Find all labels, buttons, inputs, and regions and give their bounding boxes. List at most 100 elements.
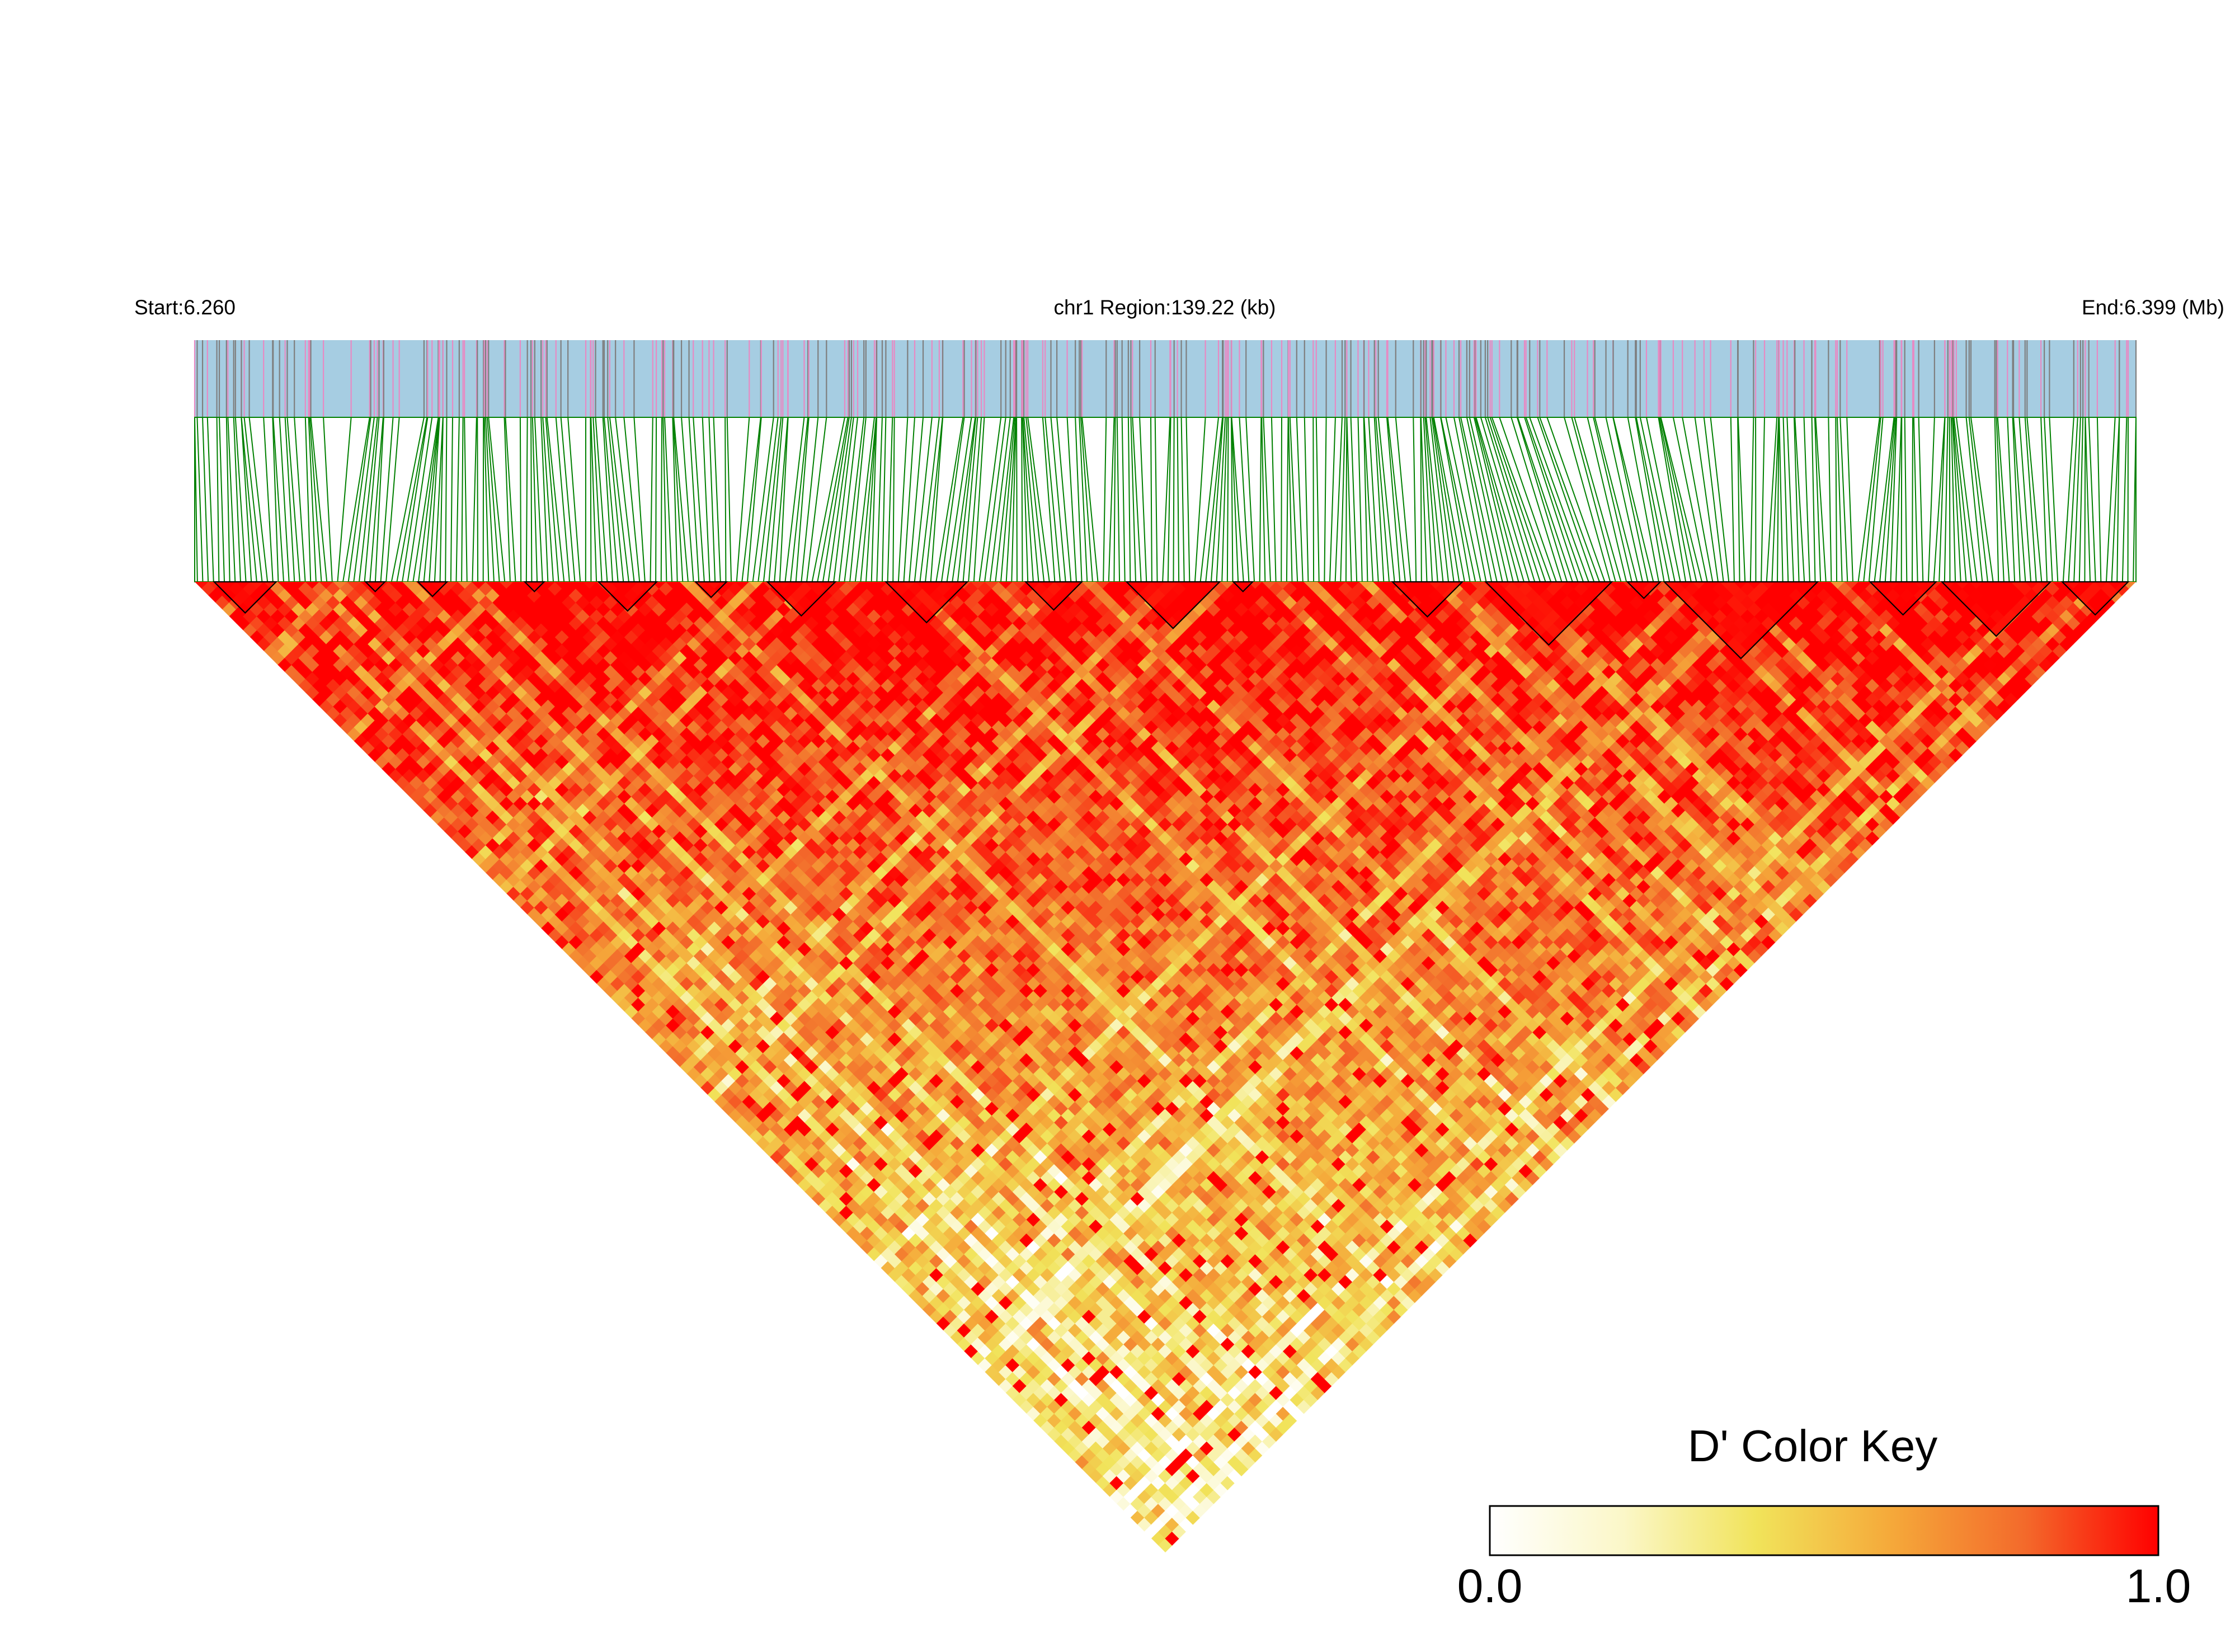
snp-connector	[1594, 417, 1638, 582]
snp-connector	[1682, 417, 1714, 582]
ld-cell	[1033, 1399, 1048, 1414]
snp-connector	[822, 417, 850, 582]
snp-connector	[1782, 417, 1789, 582]
snp-connector	[746, 417, 762, 582]
snp-connector	[609, 417, 629, 582]
snp-connector-lines	[194, 417, 2137, 582]
snp-connector	[461, 417, 464, 582]
snp-connector	[833, 417, 854, 582]
snp-connector	[1863, 417, 1881, 582]
snp-connector	[304, 417, 312, 582]
ld-cell	[1137, 1448, 1152, 1463]
snp-connector	[284, 417, 295, 582]
snp-connector	[1645, 417, 1681, 582]
snp-connector	[1458, 417, 1493, 582]
ld-cell	[1081, 1448, 1097, 1463]
snp-connector	[623, 417, 641, 582]
snp-connector	[241, 417, 252, 582]
snp-connector	[702, 417, 711, 582]
snp-connector	[216, 417, 220, 582]
snp-connector	[2078, 417, 2084, 582]
snp-connector	[1239, 417, 1250, 582]
snp-connector	[1996, 417, 2005, 582]
snp-connector	[1357, 417, 1363, 582]
snp-connector	[1432, 417, 1460, 582]
snp-connector	[672, 417, 678, 582]
snp-connector	[1660, 417, 1697, 582]
snp-connector	[1846, 417, 1853, 582]
snp-connector	[531, 417, 538, 582]
snp-connector	[989, 417, 1011, 582]
snp-connector	[1815, 417, 1827, 582]
snp-connector	[1194, 417, 1206, 582]
ld-cell	[1067, 1448, 1083, 1463]
snp-connector	[919, 417, 940, 582]
snp-connector	[1000, 417, 1015, 582]
snp-connector	[1199, 417, 1220, 582]
snp-connector	[464, 417, 468, 582]
snp-connector	[555, 417, 570, 582]
snp-connector	[1749, 417, 1754, 582]
ld-cell	[922, 1302, 937, 1317]
snp-connector	[1828, 417, 1832, 582]
snp-connector	[1612, 417, 1649, 582]
snp-connector	[233, 417, 241, 582]
ld-cell	[901, 1254, 916, 1269]
snp-connector	[1703, 417, 1724, 582]
snp-connector	[1205, 417, 1224, 582]
snp-connector	[1836, 417, 1843, 582]
snp-connector	[418, 417, 440, 582]
ld-cell	[1179, 1517, 1194, 1532]
snp-connector	[2044, 417, 2053, 582]
snp-connector	[1304, 417, 1309, 582]
snp-connector	[1431, 417, 1455, 582]
snp-connector	[914, 417, 933, 582]
snp-connector	[308, 417, 317, 582]
snp-connector	[1480, 417, 1530, 582]
snp-connector	[1429, 417, 1450, 582]
snp-connector	[881, 417, 887, 582]
snp-connector	[396, 417, 428, 582]
ld-cell	[1012, 1351, 1027, 1366]
snp-connector	[968, 417, 982, 582]
snp-connector	[534, 417, 543, 582]
snp-connector	[1913, 417, 1918, 582]
snp-connector	[234, 417, 247, 582]
snp-connector	[272, 417, 279, 582]
snp-connector	[897, 417, 909, 582]
snp-connector	[1593, 417, 1632, 582]
snp-connector	[1066, 417, 1077, 582]
snp-connector	[1587, 417, 1627, 582]
snp-connector	[1271, 417, 1277, 582]
snp-connector	[1529, 417, 1589, 582]
snp-connector	[811, 417, 845, 582]
snp-connector	[1499, 417, 1557, 582]
snp-connector	[1230, 417, 1234, 582]
snp-connector	[1413, 417, 1417, 582]
snp-connector	[962, 417, 978, 582]
snp-connector	[347, 417, 371, 582]
snp-connector	[1904, 417, 1908, 582]
ld-cell	[977, 1302, 992, 1317]
snp-connector	[1761, 417, 1766, 582]
ld-cell	[867, 1205, 882, 1220]
snp-connector	[1659, 417, 1692, 582]
snp-connector	[860, 417, 877, 582]
snp-connector	[876, 417, 883, 582]
snp-connector	[1011, 417, 1017, 582]
snp-connector	[741, 417, 761, 582]
ld-cell	[804, 1157, 819, 1171]
ld-cell	[1158, 1496, 1173, 1512]
snp-connector	[1440, 417, 1471, 582]
snp-connector	[724, 417, 727, 582]
snp-connector	[1737, 417, 1740, 582]
snp-connector	[978, 417, 1002, 582]
snp-connector	[194, 417, 198, 582]
snp-connector	[1226, 417, 1229, 582]
snp-connector	[1672, 417, 1708, 582]
snp-connector	[1658, 417, 1687, 582]
snp-connector	[1612, 417, 1654, 582]
snp-connector	[1027, 417, 1050, 582]
snp-connector	[713, 417, 721, 582]
